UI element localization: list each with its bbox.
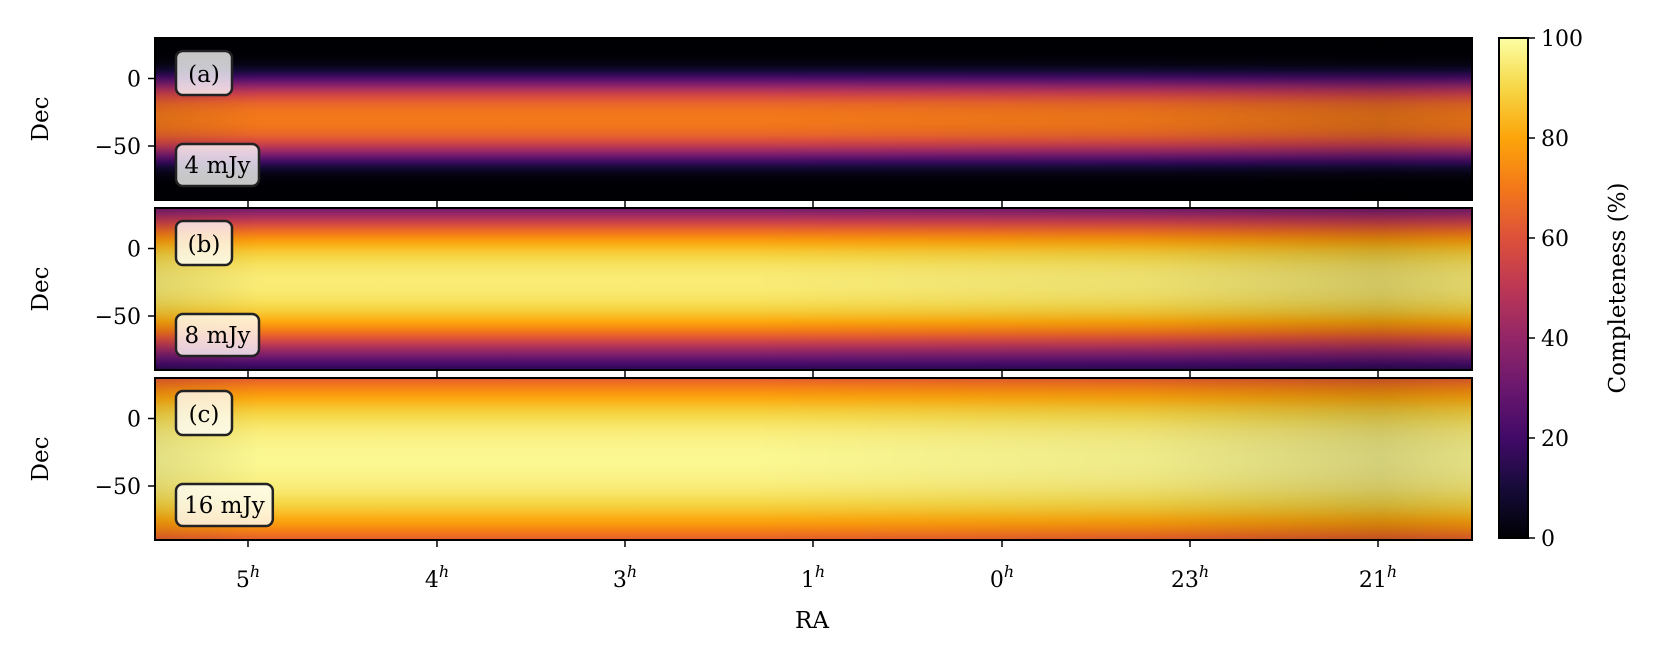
x-tick-label: 3h bbox=[613, 562, 637, 593]
x-tick-label: 21h bbox=[1359, 562, 1397, 593]
panel-3: 0 −50 Dec (c) 16 mJy bbox=[28, 377, 1473, 547]
colorbar: Completeness (%) 0 20 40 60 80 100 bbox=[1498, 27, 1631, 552]
flux-label: 16 mJy bbox=[184, 493, 265, 519]
x-tick-label: 5h bbox=[236, 562, 260, 593]
x-tick-label: 4h bbox=[425, 562, 449, 593]
colorbar-tick-label: 20 bbox=[1541, 427, 1569, 452]
colorbar-tick-label: 100 bbox=[1541, 27, 1583, 52]
flux-label-box bbox=[174, 482, 275, 528]
panel-label-box bbox=[174, 219, 234, 267]
colorbar-gradient bbox=[1498, 37, 1529, 539]
y-tick-label: 0 bbox=[127, 68, 141, 93]
panel-2: 0 −50 Dec (b) 8 mJy bbox=[28, 207, 1473, 377]
colorbar-label: Completeness (%) bbox=[1605, 183, 1631, 394]
x-tick-label: 1h bbox=[801, 562, 825, 593]
x-tick-label: 0h bbox=[990, 562, 1014, 593]
heatmap-shading bbox=[155, 38, 1472, 200]
panel-label-box bbox=[174, 49, 234, 97]
heatmap-shading bbox=[155, 208, 1472, 370]
panel-label-box bbox=[174, 389, 234, 437]
y-tick-label: −50 bbox=[95, 135, 141, 160]
colorbar-tick-label: 80 bbox=[1541, 127, 1569, 152]
panel-1: 0 −50 Dec (a) 4 mJy bbox=[28, 37, 1473, 207]
panel-label: (a) bbox=[188, 62, 220, 88]
y-axis-label: Dec bbox=[28, 437, 54, 482]
panel-label: (b) bbox=[188, 232, 221, 258]
flux-label: 8 mJy bbox=[185, 323, 251, 349]
flux-label: 4 mJy bbox=[185, 153, 251, 179]
flux-label-box bbox=[174, 142, 261, 188]
x-tick-label: 23h bbox=[1171, 562, 1209, 593]
panels: 0 −50 Dec (a) 4 mJy 0 −50 Dec (b) 8 mJy 0 −50 Dec (c)… bbox=[28, 37, 1473, 547]
colorbar-tick-label: 60 bbox=[1541, 227, 1569, 252]
colorbar-tick-label: 40 bbox=[1541, 327, 1569, 352]
y-axis-label: Dec bbox=[28, 97, 54, 142]
y-tick-label: −50 bbox=[95, 475, 141, 500]
colorbar-tick-label: 0 bbox=[1541, 527, 1555, 552]
panel-label: (c) bbox=[189, 402, 220, 428]
x-axis-label: RA bbox=[795, 608, 829, 634]
x-axis: RA 5h 4h 3h 1h 0h 23h 21h bbox=[236, 562, 1397, 634]
y-tick-label: −50 bbox=[95, 305, 141, 330]
heatmap-shading bbox=[155, 378, 1472, 540]
y-tick-label: 0 bbox=[127, 238, 141, 263]
flux-label-box bbox=[174, 312, 261, 358]
y-tick-label: 0 bbox=[127, 408, 141, 433]
y-axis-label: Dec bbox=[28, 267, 54, 312]
